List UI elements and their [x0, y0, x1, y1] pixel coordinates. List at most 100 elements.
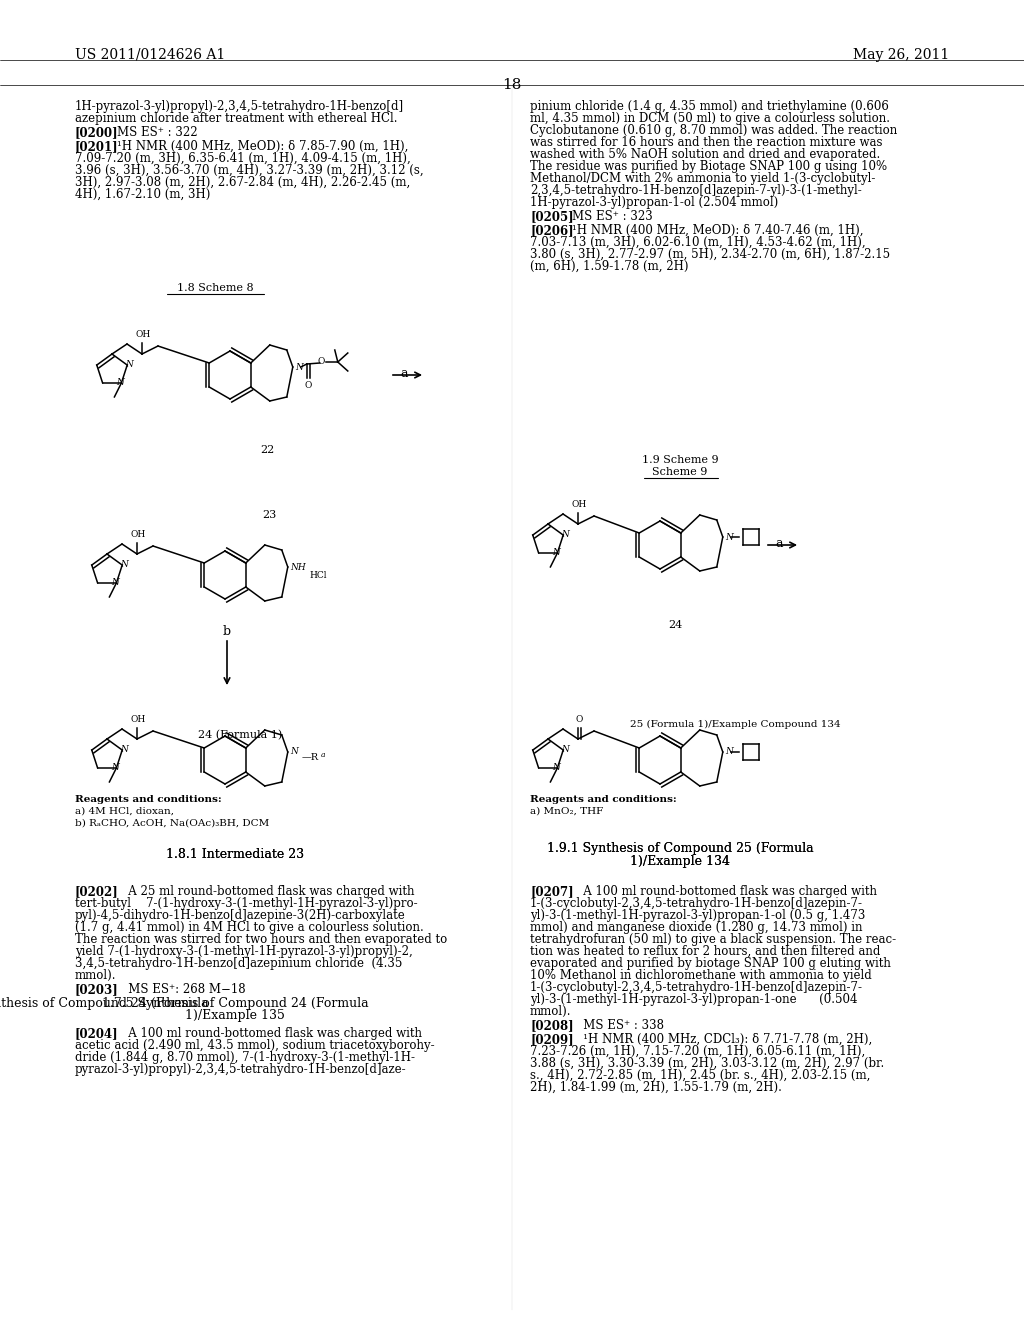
Text: O: O [317, 358, 325, 367]
Text: 25 (Formula 1)/Example Compound 134: 25 (Formula 1)/Example Compound 134 [630, 719, 841, 729]
Text: [0209]: [0209] [530, 1034, 573, 1045]
Text: 7.09-7.20 (m, 3H), 6.35-6.41 (m, 1H), 4.09-4.15 (m, 1H),: 7.09-7.20 (m, 3H), 6.35-6.41 (m, 1H), 4.… [75, 152, 411, 165]
Text: Reagents and conditions:: Reagents and conditions: [530, 795, 677, 804]
Text: 1-(3-cyclobutyl-2,3,4,5-tetrahydro-1H-benzo[d]azepin-7-: 1-(3-cyclobutyl-2,3,4,5-tetrahydro-1H-be… [530, 898, 863, 909]
Text: 1.9.1 Synthesis of Compound 25 (Formula: 1.9.1 Synthesis of Compound 25 (Formula [547, 842, 813, 855]
Text: [0206]: [0206] [530, 224, 573, 238]
Text: [0208]: [0208] [530, 1019, 573, 1032]
Text: yield 7-(1-hydroxy-3-(1-methyl-1H-pyrazol-3-yl)propyl)-2,: yield 7-(1-hydroxy-3-(1-methyl-1H-pyrazo… [75, 945, 413, 958]
Text: 1.7.5 Synthesis of Compound 24 (Formula: 1.7.5 Synthesis of Compound 24 (Formula [101, 997, 369, 1010]
Text: [0202]: [0202] [75, 884, 119, 898]
Text: pyl)-4,5-dihydro-1H-benzo[d]azepine-3(2H)-carboxylate: pyl)-4,5-dihydro-1H-benzo[d]azepine-3(2H… [75, 909, 406, 921]
Text: tert-butyl    7-(1-hydroxy-3-(1-methyl-1H-pyrazol-3-yl)pro-: tert-butyl 7-(1-hydroxy-3-(1-methyl-1H-p… [75, 898, 418, 909]
Text: 24: 24 [668, 620, 682, 630]
Text: pyrazol-3-yl)propyl)-2,3,4,5-tetrahydro-1H-benzo[d]aze-: pyrazol-3-yl)propyl)-2,3,4,5-tetrahydro-… [75, 1063, 407, 1076]
Text: MS ES⁺ : 323: MS ES⁺ : 323 [572, 210, 652, 223]
Text: Cyclobutanone (0.610 g, 8.70 mmol) was added. The reaction: Cyclobutanone (0.610 g, 8.70 mmol) was a… [530, 124, 897, 137]
Text: 1.7.5 Synthesis of Compound 24 (Formula: 1.7.5 Synthesis of Compound 24 (Formula [0, 997, 208, 1010]
Text: 1)/Example 135: 1)/Example 135 [185, 1008, 285, 1022]
Text: O: O [304, 381, 311, 389]
Text: OH: OH [130, 531, 145, 539]
Text: 3,4,5-tetrahydro-1H-benzo[d]azepinium chloride  (4.35: 3,4,5-tetrahydro-1H-benzo[d]azepinium ch… [75, 957, 402, 970]
Text: [0200]: [0200] [75, 125, 119, 139]
Text: a: a [321, 751, 326, 759]
Text: yl)-3-(1-methyl-1H-pyrazol-3-yl)propan-1-one      (0.504: yl)-3-(1-methyl-1H-pyrazol-3-yl)propan-1… [530, 993, 857, 1006]
Text: Reagents and conditions:: Reagents and conditions: [75, 795, 222, 804]
Text: N: N [553, 763, 560, 772]
Text: OH: OH [130, 715, 145, 723]
Text: N: N [112, 578, 120, 587]
Text: a: a [775, 537, 782, 550]
Text: mmol) and manganese dioxide (1.280 g, 14.73 mmol) in: mmol) and manganese dioxide (1.280 g, 14… [530, 921, 862, 935]
Text: tetrahydrofuran (50 ml) to give a black suspension. The reac-: tetrahydrofuran (50 ml) to give a black … [530, 933, 896, 946]
Text: dride (1.844 g, 8.70 mmol), 7-(1-hydroxy-3-(1-methyl-1H-: dride (1.844 g, 8.70 mmol), 7-(1-hydroxy… [75, 1051, 415, 1064]
Text: (1.7 g, 4.41 mmol) in 4M HCl to give a colourless solution.: (1.7 g, 4.41 mmol) in 4M HCl to give a c… [75, 921, 424, 935]
Text: [0204]: [0204] [75, 1027, 119, 1040]
Text: Methanol/DCM with 2% ammonia to yield 1-(3-cyclobutyl-: Methanol/DCM with 2% ammonia to yield 1-… [530, 172, 876, 185]
Text: 2H), 1.84-1.99 (m, 2H), 1.55-1.79 (m, 2H).: 2H), 1.84-1.99 (m, 2H), 1.55-1.79 (m, 2H… [530, 1081, 782, 1094]
Text: US 2011/0124626 A1: US 2011/0124626 A1 [75, 48, 225, 62]
Text: s., 4H), 2.72-2.85 (m, 1H), 2.45 (br. s., 4H), 2.03-2.15 (m,: s., 4H), 2.72-2.85 (m, 1H), 2.45 (br. s.… [530, 1069, 870, 1082]
Text: 18: 18 [503, 78, 521, 92]
Text: 1-(3-cyclobutyl-2,3,4,5-tetrahydro-1H-benzo[d]azepin-7-: 1-(3-cyclobutyl-2,3,4,5-tetrahydro-1H-be… [530, 981, 863, 994]
Text: was stirred for 16 hours and then the reaction mixture was: was stirred for 16 hours and then the re… [530, 136, 883, 149]
Text: ¹H NMR (400 MHz, MeOD): δ 7.85-7.90 (m, 1H),: ¹H NMR (400 MHz, MeOD): δ 7.85-7.90 (m, … [117, 140, 409, 153]
Text: A 100 ml round-bottomed flask was charged with: A 100 ml round-bottomed flask was charge… [117, 1027, 422, 1040]
Text: 3.80 (s, 3H), 2.77-2.97 (m, 5H), 2.34-2.70 (m, 6H), 1.87-2.15: 3.80 (s, 3H), 2.77-2.97 (m, 5H), 2.34-2.… [530, 248, 890, 261]
Text: evaporated and purified by biotage SNAP 100 g eluting with: evaporated and purified by biotage SNAP … [530, 957, 891, 970]
Text: 10% Methanol in dichloromethane with ammonia to yield: 10% Methanol in dichloromethane with amm… [530, 969, 871, 982]
Text: b) RₐCHO, AcOH, Na(OAc)₃BH, DCM: b) RₐCHO, AcOH, Na(OAc)₃BH, DCM [75, 818, 269, 828]
Text: b: b [223, 624, 231, 638]
Text: 23: 23 [262, 510, 276, 520]
Text: N: N [725, 747, 732, 756]
Text: [0201]: [0201] [75, 140, 119, 153]
Text: a) MnO₂, THF: a) MnO₂, THF [530, 807, 603, 816]
Text: acetic acid (2.490 ml, 43.5 mmol), sodium triacetoxyborohy-: acetic acid (2.490 ml, 43.5 mmol), sodiu… [75, 1039, 434, 1052]
Text: N: N [561, 744, 569, 754]
Text: OH: OH [571, 500, 587, 510]
Text: (m, 6H), 1.59-1.78 (m, 2H): (m, 6H), 1.59-1.78 (m, 2H) [530, 260, 688, 273]
Text: 22: 22 [260, 445, 274, 455]
Text: 3H), 2.97-3.08 (m, 2H), 2.67-2.84 (m, 4H), 2.26-2.45 (m,: 3H), 2.97-3.08 (m, 2H), 2.67-2.84 (m, 4H… [75, 176, 411, 189]
Text: N: N [125, 359, 133, 368]
Text: 1.8 Scheme 8: 1.8 Scheme 8 [177, 282, 253, 293]
Text: 3.88 (s, 3H), 3.30-3.39 (m, 2H), 3.03-3.12 (m, 2H), 2.97 (br.: 3.88 (s, 3H), 3.30-3.39 (m, 2H), 3.03-3.… [530, 1057, 885, 1071]
Text: mmol).: mmol). [75, 969, 117, 982]
Text: 1)/Example 134: 1)/Example 134 [630, 855, 730, 869]
Text: 4H), 1.67-2.10 (m, 3H): 4H), 1.67-2.10 (m, 3H) [75, 187, 210, 201]
Text: N: N [120, 560, 128, 569]
Text: pinium chloride (1.4 g, 4.35 mmol) and triethylamine (0.606: pinium chloride (1.4 g, 4.35 mmol) and t… [530, 100, 889, 114]
Text: 1.8.1 Intermediate 23: 1.8.1 Intermediate 23 [166, 847, 304, 861]
Text: N: N [295, 363, 303, 371]
Text: N: N [725, 532, 732, 541]
Text: mmol).: mmol). [530, 1005, 571, 1018]
Text: A 100 ml round-bottomed flask was charged with: A 100 ml round-bottomed flask was charge… [572, 884, 877, 898]
Text: 7.03-7.13 (m, 3H), 6.02-6.10 (m, 1H), 4.53-4.62 (m, 1H),: 7.03-7.13 (m, 3H), 6.02-6.10 (m, 1H), 4.… [530, 236, 865, 249]
Text: 1.9.1 Synthesis of Compound 25 (Formula: 1.9.1 Synthesis of Compound 25 (Formula [547, 842, 813, 855]
Text: O: O [575, 715, 583, 723]
Text: 1H-pyrazol-3-yl)propan-1-ol (2.504 mmol): 1H-pyrazol-3-yl)propan-1-ol (2.504 mmol) [530, 195, 778, 209]
Text: washed with 5% NaOH solution and dried and evaporated.: washed with 5% NaOH solution and dried a… [530, 148, 881, 161]
Text: N: N [112, 763, 120, 772]
Text: MS ES⁺ : 322: MS ES⁺ : 322 [117, 125, 198, 139]
Text: N: N [117, 379, 124, 388]
Text: 1H-pyrazol-3-yl)propyl)-2,3,4,5-tetrahydro-1H-benzo[d]: 1H-pyrazol-3-yl)propyl)-2,3,4,5-tetrahyd… [75, 100, 404, 114]
Text: N: N [553, 548, 560, 557]
Text: 1.9 Scheme 9: 1.9 Scheme 9 [642, 455, 718, 465]
Text: Scheme 9: Scheme 9 [652, 467, 708, 477]
Text: HCl: HCl [310, 570, 328, 579]
Text: 24 (Formula 1): 24 (Formula 1) [198, 730, 283, 741]
Text: 7.23-7.26 (m, 1H), 7.15-7.20 (m, 1H), 6.05-6.11 (m, 1H),: 7.23-7.26 (m, 1H), 7.15-7.20 (m, 1H), 6.… [530, 1045, 865, 1059]
Text: MS ES⁺: 268 M−18: MS ES⁺: 268 M−18 [117, 983, 246, 997]
Text: N: N [120, 744, 128, 754]
Text: yl)-3-(1-methyl-1H-pyrazol-3-yl)propan-1-ol (0.5 g, 1.473: yl)-3-(1-methyl-1H-pyrazol-3-yl)propan-1… [530, 909, 865, 921]
Text: OH: OH [135, 330, 151, 339]
Text: tion was heated to reflux for 2 hours, and then filtered and: tion was heated to reflux for 2 hours, a… [530, 945, 881, 958]
Text: —R: —R [302, 752, 318, 762]
Text: [0207]: [0207] [530, 884, 573, 898]
Text: [0203]: [0203] [75, 983, 119, 997]
Text: ml, 4.35 mmol) in DCM (50 ml) to give a colourless solution.: ml, 4.35 mmol) in DCM (50 ml) to give a … [530, 112, 890, 125]
Text: 1.8.1 Intermediate 23: 1.8.1 Intermediate 23 [166, 847, 304, 861]
Text: N: N [290, 747, 298, 756]
Text: A 25 ml round-bottomed flask was charged with: A 25 ml round-bottomed flask was charged… [117, 884, 415, 898]
